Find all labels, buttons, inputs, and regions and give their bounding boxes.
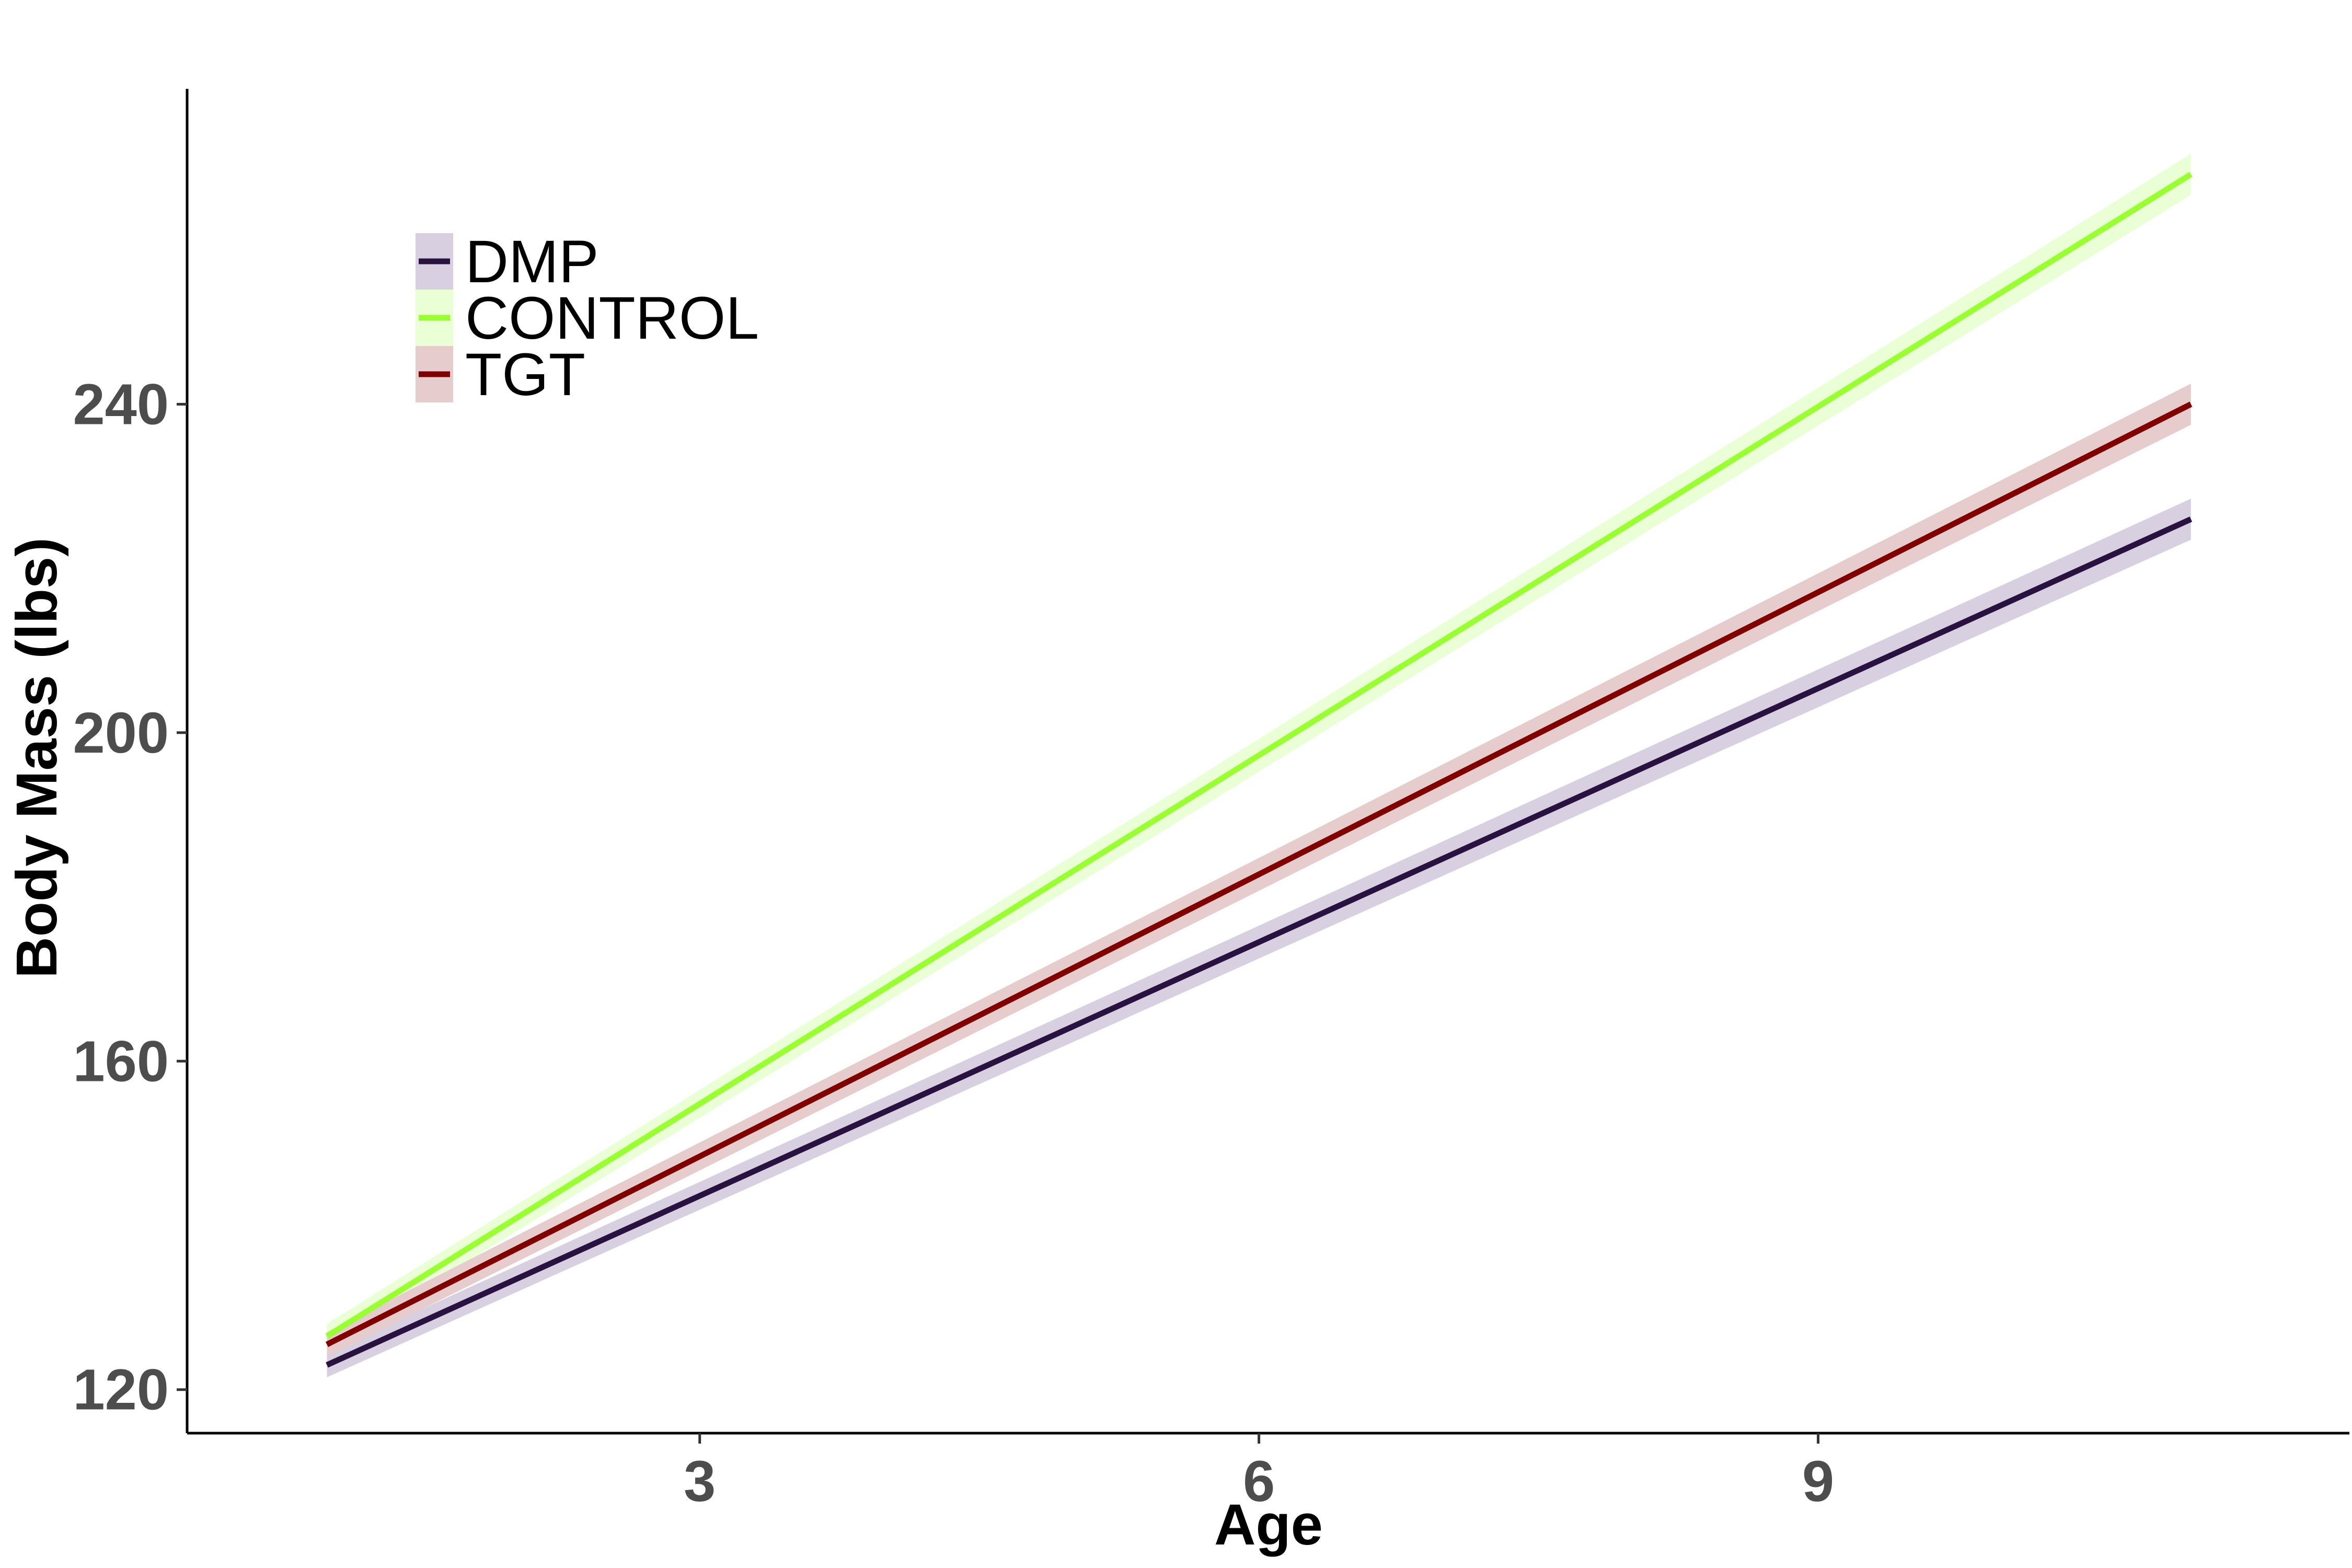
- series-line-dmp: [326, 516, 2193, 1368]
- y-tick-label: 120: [73, 1358, 169, 1422]
- confidence-band-control: [327, 154, 2191, 1349]
- y-axis-ticks: 120 160 200 240: [73, 372, 187, 1422]
- series-line-control: [325, 171, 2193, 1339]
- series-line-tgt: [326, 401, 2193, 1347]
- y-tick-label: 200: [73, 701, 169, 765]
- x-tick-label: 3: [684, 1449, 716, 1514]
- legend-label: TGT: [465, 341, 585, 408]
- y-tick-label: 160: [73, 1029, 169, 1093]
- series-lines: [325, 171, 2193, 1368]
- legend-label: CONTROL: [465, 285, 759, 352]
- x-tick-label: 6: [1243, 1449, 1275, 1514]
- x-tick-label: 9: [1802, 1449, 1834, 1514]
- legend-label: DMP: [465, 228, 599, 295]
- confidence-band-tgt: [327, 384, 2191, 1357]
- y-axis-title: Body Mass (lbs): [5, 537, 69, 978]
- confidence-band-dmp: [327, 499, 2191, 1378]
- y-tick-label: 240: [73, 372, 169, 436]
- confidence-bands: [327, 154, 2191, 1378]
- x-axis-title: Age: [1214, 1493, 1323, 1557]
- x-axis-ticks: 3 6 9: [684, 1433, 1834, 1514]
